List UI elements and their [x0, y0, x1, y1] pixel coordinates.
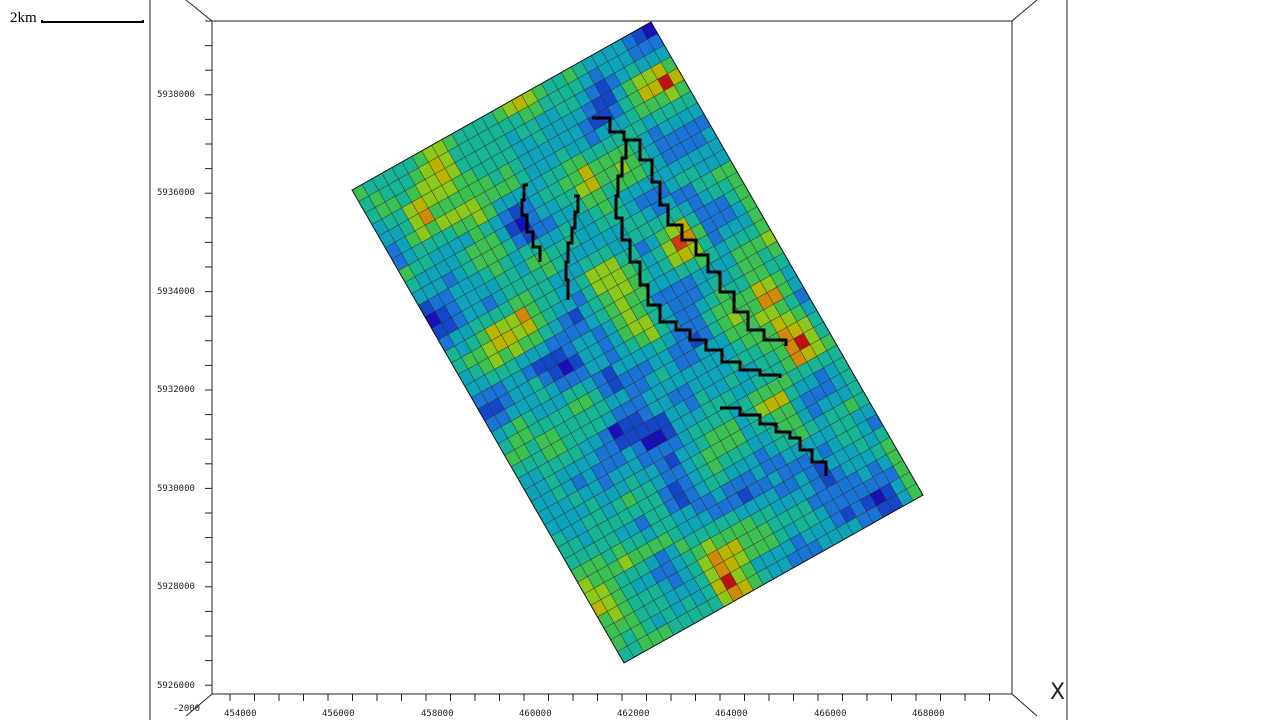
x-tick-label: 468000 [912, 709, 945, 719]
fault-trace [564, 194, 580, 300]
corner-label: -2000 [173, 704, 200, 714]
y-tick-label: 5928000 [157, 582, 195, 592]
fault-lines [520, 116, 828, 476]
grid-outline [351, 21, 924, 664]
fault-trace [520, 183, 542, 262]
y-axis-labels: 5938000 5936000 5934000 5932000 5930000 59280… [157, 90, 195, 691]
x-tick-label: 464000 [715, 709, 748, 719]
fault-trace [592, 116, 782, 378]
y-tick-label: 5934000 [157, 287, 195, 297]
scale-label: 2km [10, 10, 37, 26]
scale-line [41, 20, 144, 23]
x-tick-label: 458000 [421, 709, 454, 719]
perspective-edge [1011, 693, 1038, 717]
x-tick-label: 462000 [617, 709, 650, 719]
grid-cells [351, 21, 924, 664]
x-tick-label: 456000 [322, 709, 355, 719]
axis-orientation-icon: X [1050, 680, 1066, 705]
perspective-edge [185, 693, 213, 717]
x-tick-label: 466000 [814, 709, 847, 719]
y-tick-label: 5936000 [157, 188, 195, 198]
y-tick-label: 5926000 [157, 681, 195, 691]
x-tick-label: 454000 [224, 709, 257, 719]
bounding-frame [149, 0, 1068, 720]
fault-trace [626, 138, 788, 346]
y-tick-label: 5930000 [157, 484, 195, 494]
fault-trace [720, 406, 828, 476]
axis-ticks [205, 20, 990, 701]
perspective-edge [1011, 0, 1038, 22]
x-axis-labels: 454000 456000 458000 460000 462000 464000 4660… [224, 709, 945, 719]
inner-frame [211, 20, 1013, 695]
x-tick-label: 460000 [519, 709, 552, 719]
y-tick-label: 5938000 [157, 90, 195, 100]
y-tick-label: 5932000 [157, 385, 195, 395]
perspective-edge [185, 0, 213, 22]
